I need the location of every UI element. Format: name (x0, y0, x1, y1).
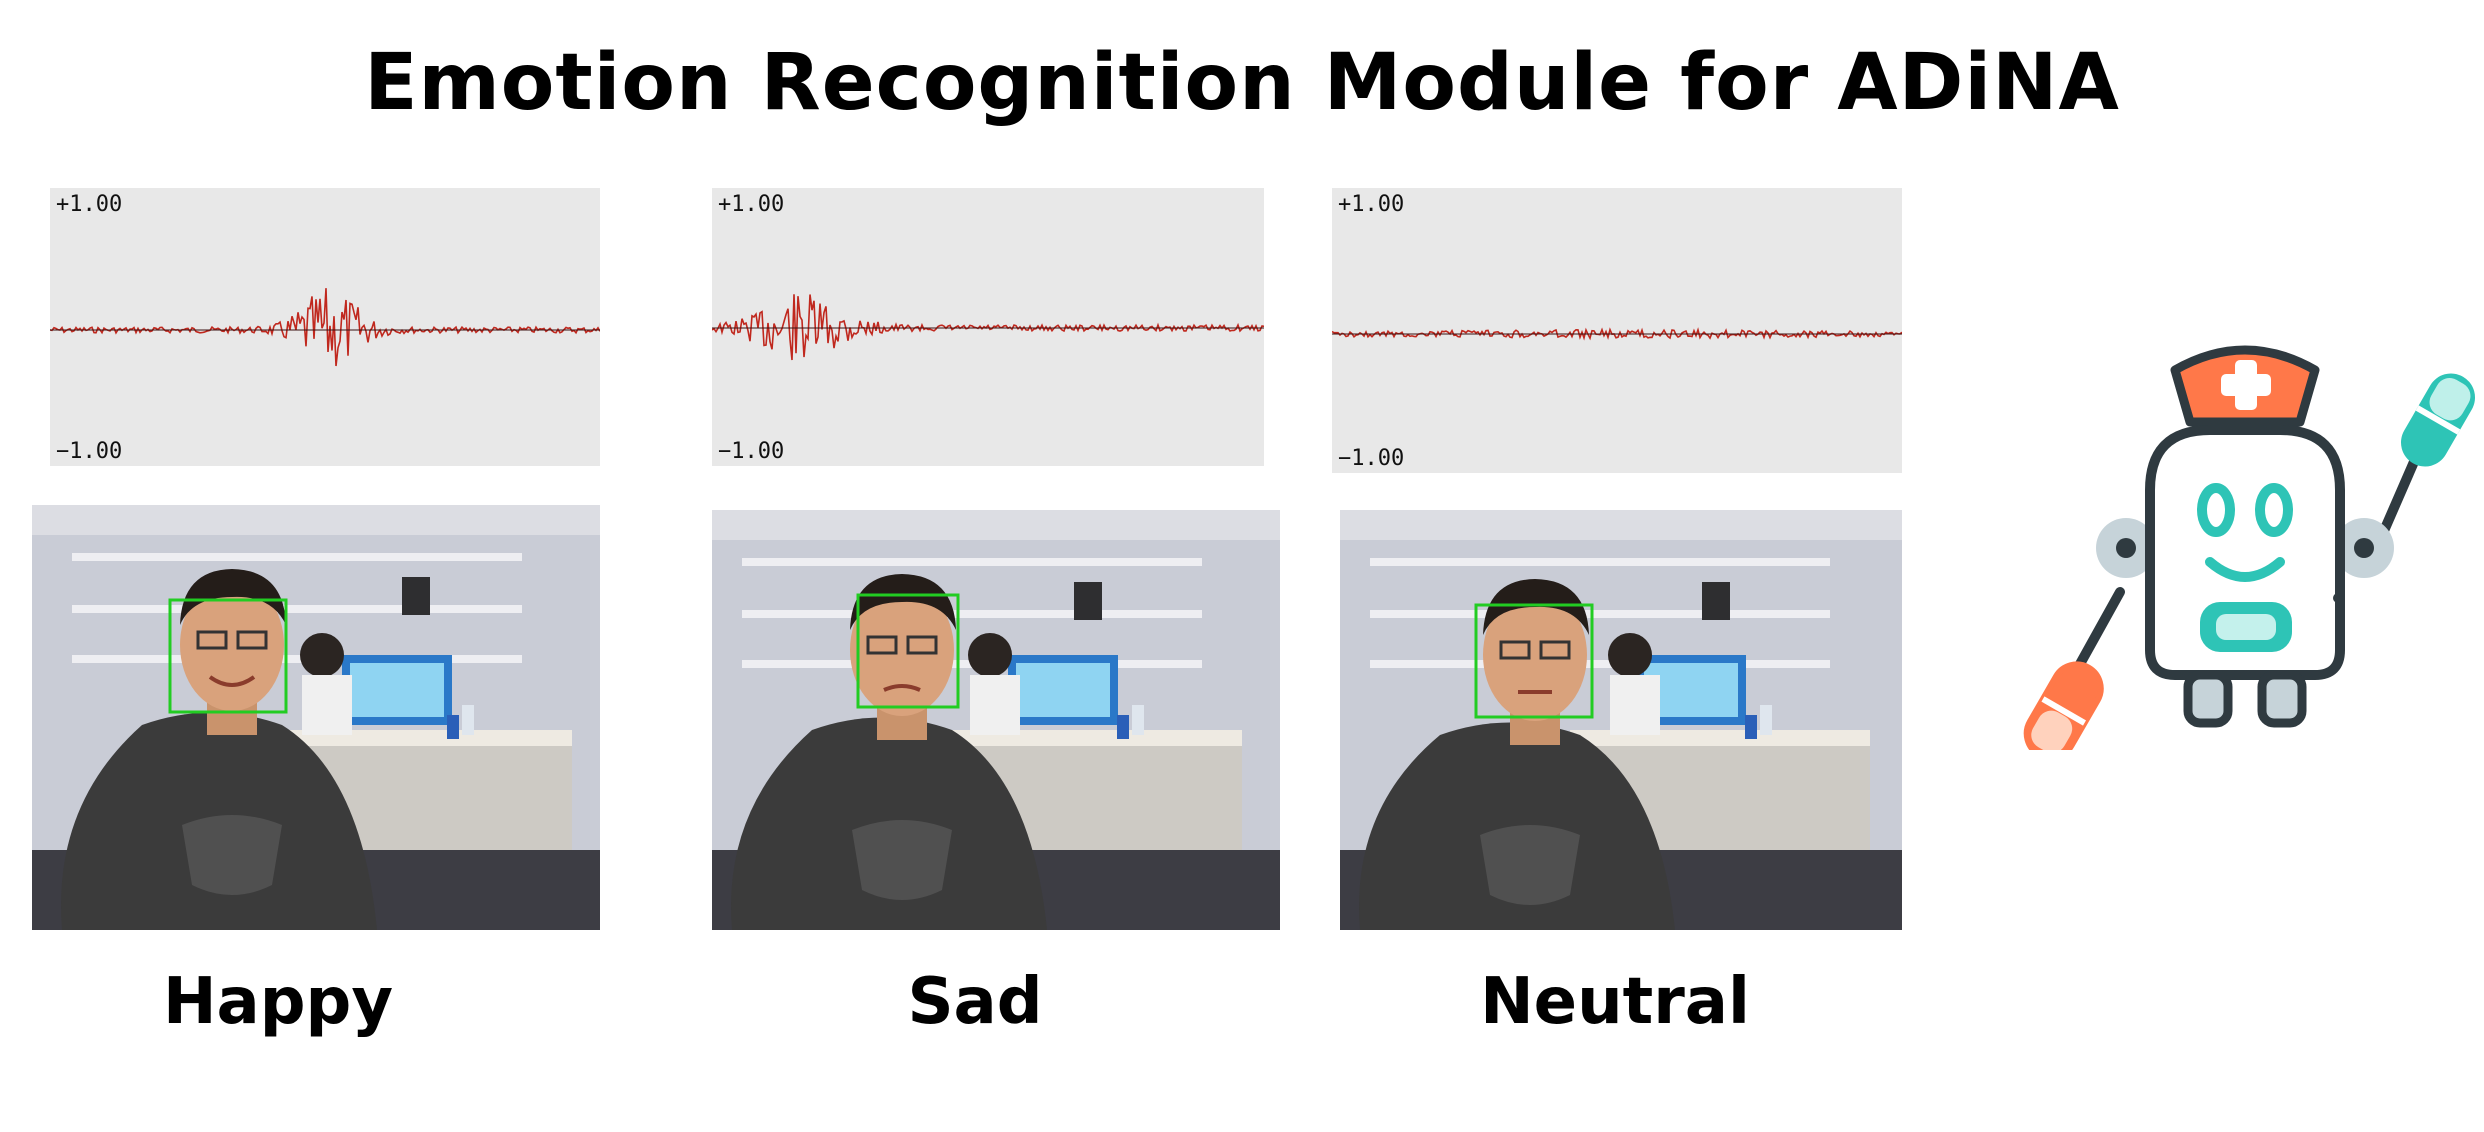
scale-max-happy: +1.00 (56, 192, 123, 217)
face-box-happy (168, 598, 288, 714)
waveform-neutral-trace (1332, 327, 1902, 341)
waveform-happy: +1.00 −1.00 (50, 188, 600, 466)
webcam-scene-neutral (1340, 510, 1902, 930)
face-box-neutral (1474, 603, 1594, 719)
scale-min-neutral: −1.00 (1338, 446, 1405, 471)
scale-max-sad: +1.00 (718, 192, 785, 217)
scale-max-neutral: +1.00 (1338, 192, 1405, 217)
photo-happy (32, 505, 600, 930)
waveform-sad-trace (712, 294, 1264, 361)
scale-min-happy: −1.00 (56, 439, 123, 464)
waveform-sad: +1.00 −1.00 (712, 188, 1264, 466)
face-box-sad (856, 593, 960, 709)
waveform-happy-trace (50, 288, 600, 367)
waveform-neutral: +1.00 −1.00 (1332, 188, 1902, 473)
scale-min-sad: −1.00 (718, 439, 785, 464)
caption-neutral: Neutral (1480, 965, 1750, 1039)
photo-neutral (1340, 510, 1902, 930)
photo-sad (712, 510, 1280, 930)
diagram-title: Emotion Recognition Module for ADiNA (364, 38, 2120, 128)
nurse-robot-icon (2020, 330, 2480, 761)
caption-happy: Happy (162, 965, 394, 1039)
caption-sad: Sad (907, 965, 1043, 1039)
webcam-scene-happy (32, 505, 600, 930)
webcam-scene-sad (712, 510, 1280, 930)
